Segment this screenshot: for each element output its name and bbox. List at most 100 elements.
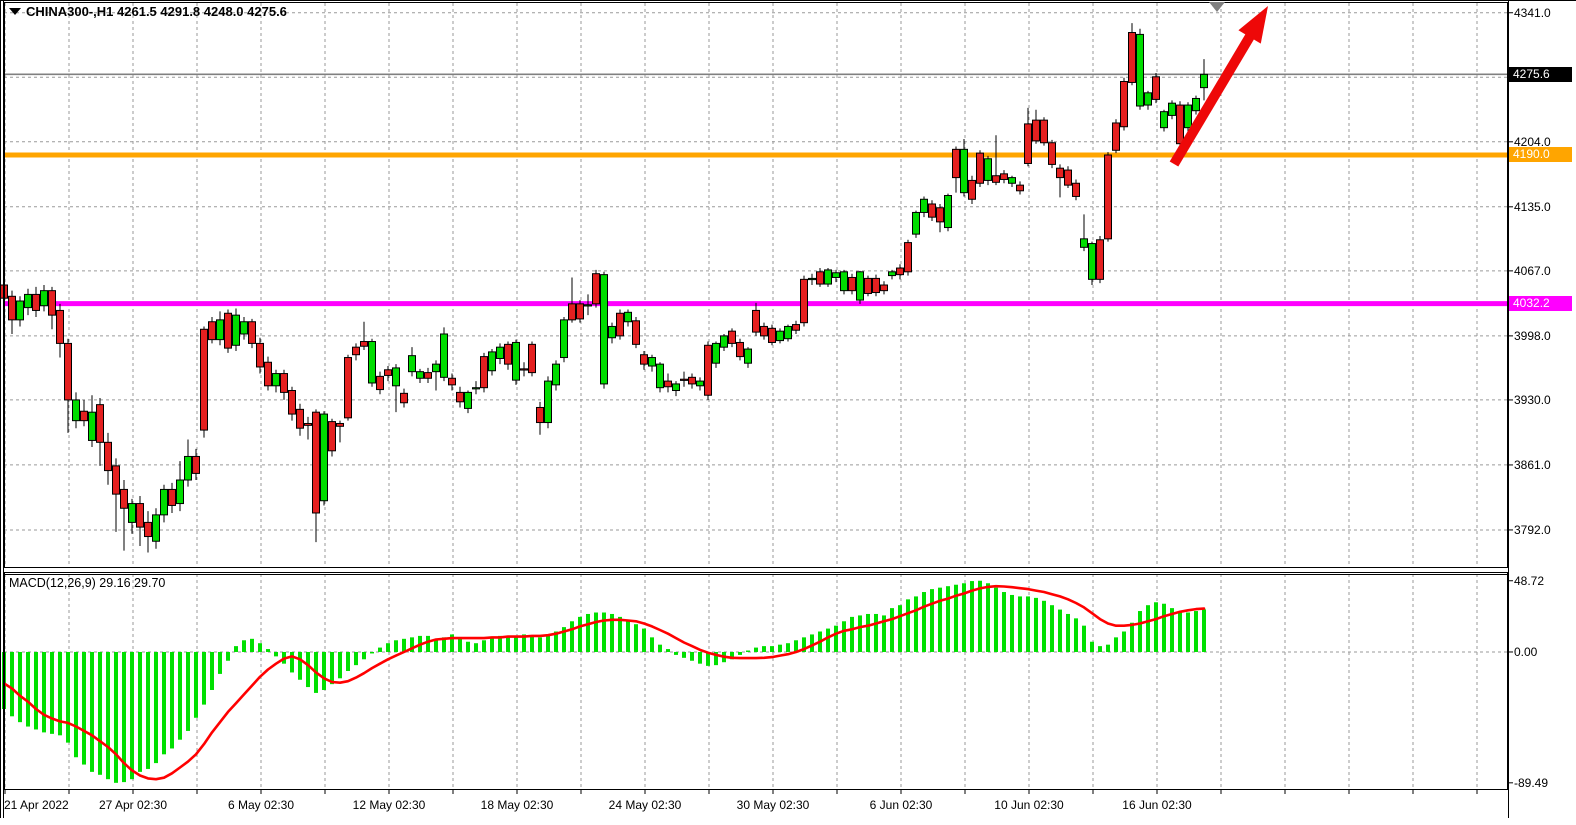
macd-histogram-bar (874, 613, 878, 652)
macd-histogram-bar (1010, 594, 1014, 652)
candle-bull (216, 319, 224, 341)
candle-bear (848, 276, 856, 292)
candle-bull (712, 342, 720, 364)
macd-histogram-bar (674, 651, 678, 655)
macd-tick-label: 0.00 (1514, 644, 1538, 659)
macd-histogram-bar (82, 651, 86, 765)
candle-bull (920, 198, 928, 213)
macd-histogram-bar (538, 637, 542, 652)
candle-bear (1040, 119, 1048, 144)
macd-histogram-bar (970, 581, 974, 652)
macd-histogram-bar (954, 584, 958, 652)
macd-histogram-bar (1154, 602, 1158, 652)
candle-bear (1064, 169, 1072, 186)
candle-bear (936, 207, 944, 223)
candle-bear (264, 361, 272, 387)
macd-histogram-bar (1082, 625, 1086, 652)
candle-bull (440, 333, 448, 378)
candle-bull (832, 272, 840, 278)
candle-bear (1104, 154, 1112, 240)
time-label: 24 May 02:30 (608, 798, 682, 812)
candle-bull (496, 346, 504, 359)
macd-histogram-bar (618, 616, 622, 652)
macd-histogram-bar (1162, 603, 1166, 652)
candle-bear (136, 503, 144, 528)
candle-bull (464, 391, 472, 409)
price-tick-label: 4341.0 (1514, 5, 1551, 20)
macd-histogram-bar (18, 651, 22, 723)
macd-histogram-bar (354, 651, 358, 666)
macd-histogram-bar (250, 638, 254, 652)
candle-bull (432, 363, 440, 373)
candle-bull (416, 371, 424, 379)
macd-histogram-bar (706, 651, 710, 666)
macd-histogram-bar (410, 637, 414, 652)
macd-histogram-bar (330, 651, 334, 685)
macd-histogram-bar (474, 643, 478, 652)
macd-histogram-bar (882, 615, 886, 652)
price-tick-label: 3930.0 (1514, 392, 1551, 407)
macd-histogram-bar (1178, 612, 1182, 652)
macd-histogram-bar (1002, 592, 1006, 652)
candle-bear (816, 271, 824, 285)
price-tag-4275.6: 4275.6 (1509, 66, 1572, 82)
macd-histogram-bar (802, 637, 806, 652)
candle-bull (744, 348, 752, 364)
candle-bear (992, 175, 1000, 183)
candle-bull (984, 158, 992, 181)
macd-histogram-bar (906, 599, 910, 652)
macd-histogram-bar (1026, 596, 1030, 652)
candle-bull (1080, 238, 1088, 248)
candle-bull (176, 479, 184, 505)
candle-bear (248, 321, 256, 344)
candle-bear (1096, 239, 1104, 280)
macd-histogram-bar (738, 651, 742, 655)
symbol-dropdown-icon[interactable] (9, 8, 21, 15)
candle-bear (32, 293, 40, 311)
macd-histogram-bar (130, 651, 134, 780)
macd-histogram-bar (274, 651, 278, 657)
candle-bear (376, 375, 384, 391)
candle-bull (1008, 177, 1016, 184)
candle-bull (392, 367, 400, 387)
candle-bull (232, 314, 240, 346)
candle-bear (520, 368, 528, 371)
price-tag-4190.0: 4190.0 (1509, 147, 1572, 163)
macd-histogram-bar (426, 635, 430, 652)
macd-histogram-bar (402, 638, 406, 652)
candle-bear (1000, 173, 1008, 180)
candle-bull (672, 383, 680, 392)
candle-bull (944, 195, 952, 229)
macd-histogram-bar (962, 583, 966, 652)
candle-bull (656, 363, 664, 389)
macd-histogram-bar (98, 651, 102, 775)
candle-bull (648, 357, 656, 367)
macd-histogram-bar (370, 651, 374, 654)
macd-histogram-bar (162, 651, 166, 755)
macd-histogram-bar (650, 637, 654, 652)
candle-bear (736, 341, 744, 358)
candle-bear (1048, 142, 1056, 165)
chart-shift-marker-icon[interactable] (1209, 2, 1225, 12)
macd-histogram-bar (58, 651, 62, 736)
candle-bear (1056, 167, 1064, 179)
candle-bull (1168, 102, 1176, 116)
candle-bull (840, 271, 848, 292)
macd-histogram-bar (834, 625, 838, 652)
candle-bull (512, 341, 520, 381)
macd-histogram-bar (610, 613, 614, 652)
macd-histogram-bar (914, 596, 918, 652)
macd-histogram-bar (1066, 613, 1070, 652)
candle-bear (448, 377, 456, 386)
candle-bear (192, 455, 200, 474)
macd-histogram-bar (1122, 631, 1126, 652)
candle-bull (1184, 104, 1192, 129)
macd-histogram-bar (1034, 597, 1038, 652)
macd-histogram-bar (242, 640, 246, 652)
macd-histogram-bar (178, 651, 182, 740)
price-tick-label: 4204.0 (1514, 134, 1551, 149)
macd-histogram-bar (826, 628, 830, 652)
macd-histogram-bar (1042, 600, 1046, 652)
candle-bear (968, 179, 976, 200)
